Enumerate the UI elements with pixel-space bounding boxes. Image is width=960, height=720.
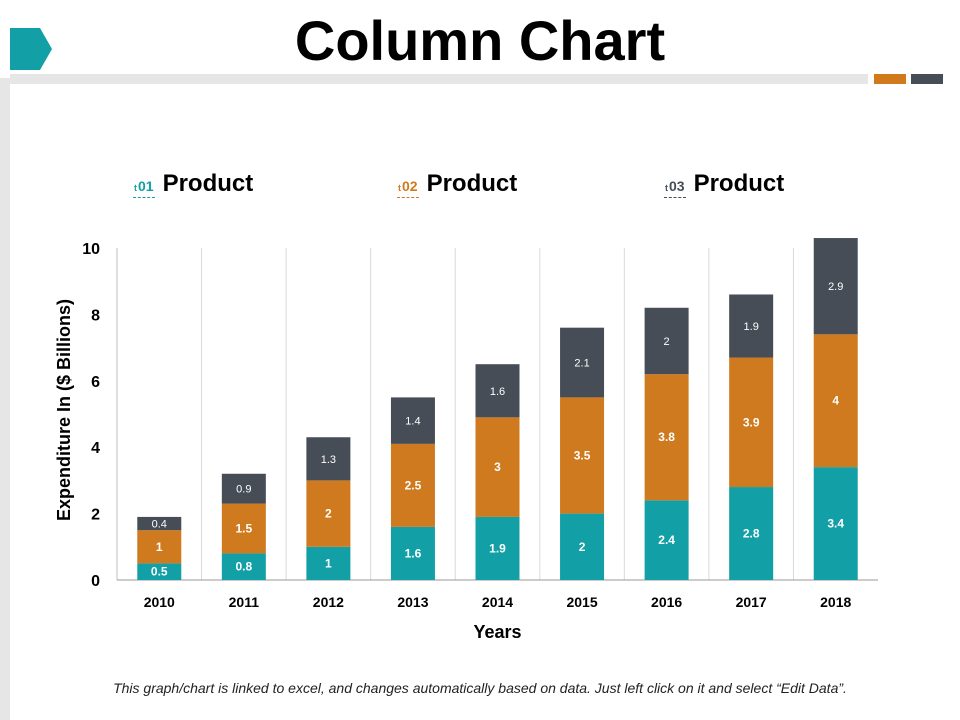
x-tick-label: 2017 [736,594,767,610]
data-label: 1.6 [490,386,505,398]
bar-segment [813,467,858,580]
bar-segment [813,238,858,335]
bar-segment [221,503,266,554]
bar-segment [729,487,774,580]
footer-note: This graph/chart is linked to excel, and… [113,680,847,696]
data-label: 1.9 [744,321,759,333]
data-label: 4 [832,394,839,408]
legend-marker: t [134,183,137,193]
data-label: 0.9 [236,484,251,496]
legend-number-02: t02 [397,178,419,198]
data-label: 2.4 [658,533,675,547]
legend-item-product-03: t03 Product [664,168,784,198]
bar-segment [475,516,520,580]
data-label: 1.5 [235,522,252,536]
data-label: 0.4 [152,519,167,531]
accent-square-orange [874,74,906,84]
left-decor-rule [0,78,10,720]
legend-number-text: 01 [138,178,154,194]
bar-segment [137,563,182,580]
y-tick-label: 0 [91,573,100,590]
bar-segment [644,500,689,580]
data-label: 1.9 [489,541,506,555]
bar-segment [729,357,774,488]
data-label: 3.8 [658,430,675,444]
legend-item-product-01: t01 Product [133,168,253,198]
bar-segment [306,437,351,481]
bar-segment [813,334,858,468]
data-label: 2.9 [828,281,843,293]
page-title: Column Chart [294,9,666,72]
x-tick-label: 2016 [651,594,682,610]
x-tick-label: 2011 [229,594,260,610]
data-label: 2.8 [743,527,760,541]
legend-number-text: 03 [669,178,685,194]
legend-number-text: 02 [402,178,418,194]
legend-number-01: t01 [133,178,155,198]
legend-number-03: t03 [664,178,686,198]
bar-segment [644,307,689,375]
legend-marker: t [665,183,668,193]
bar-segment [306,480,351,547]
bar-segment [221,473,266,504]
y-axis-title: Expenditure In ($ Billions) [54,299,74,521]
bar-segment [306,546,351,580]
title-underline [10,74,868,84]
data-label: 1.6 [405,546,422,560]
bar-segment [475,417,520,517]
x-tick-label: 2014 [482,594,513,610]
bar-segment [390,443,435,527]
data-label: 3.9 [743,415,760,429]
x-tick-label: 2015 [566,594,597,610]
data-label: 1.3 [321,454,336,466]
bar-segment [560,327,605,398]
x-axis-title: Years [473,622,521,642]
legend-label: Product [426,170,518,197]
bar-segment [644,374,689,501]
x-tick-label: 2018 [820,594,851,610]
bar-segment [221,553,266,580]
y-tick-label: 2 [91,507,100,524]
data-label: 1 [156,540,163,554]
data-label: 2 [664,336,670,348]
data-label: 0.8 [235,560,252,574]
data-label: 3.5 [574,449,591,463]
bar-segment [560,397,605,514]
bar-segment [560,513,605,580]
y-tick-label: 10 [82,241,100,258]
title-tab-icon [10,28,52,70]
bar-segment [475,364,520,418]
bar-segment [729,294,774,358]
data-label: 1.4 [405,416,420,428]
bar-segment [137,516,182,531]
data-label: 1 [325,556,332,570]
bar-segment [137,530,182,564]
legend-item-product-02: t02 Product [397,168,517,198]
data-label: 2.5 [405,478,422,492]
data-label: 2.1 [574,358,589,370]
y-tick-label: 6 [91,374,100,391]
x-tick-label: 2010 [144,594,175,610]
data-label: 3.4 [827,517,844,531]
data-label: 0.5 [151,565,168,579]
y-tick-label: 8 [91,307,100,324]
y-tick-label: 4 [91,440,100,457]
accent-square-gray [911,74,943,84]
bar-segment [390,526,435,580]
legend-label: Product [693,170,785,197]
legend-marker: t [398,183,401,193]
bar-segment [390,397,435,444]
x-tick-label: 2013 [397,594,428,610]
data-label: 2 [579,540,586,554]
data-label: 2 [325,507,332,521]
x-tick-label: 2012 [313,594,344,610]
legend-label: Product [162,170,254,197]
data-label: 3 [494,460,501,474]
